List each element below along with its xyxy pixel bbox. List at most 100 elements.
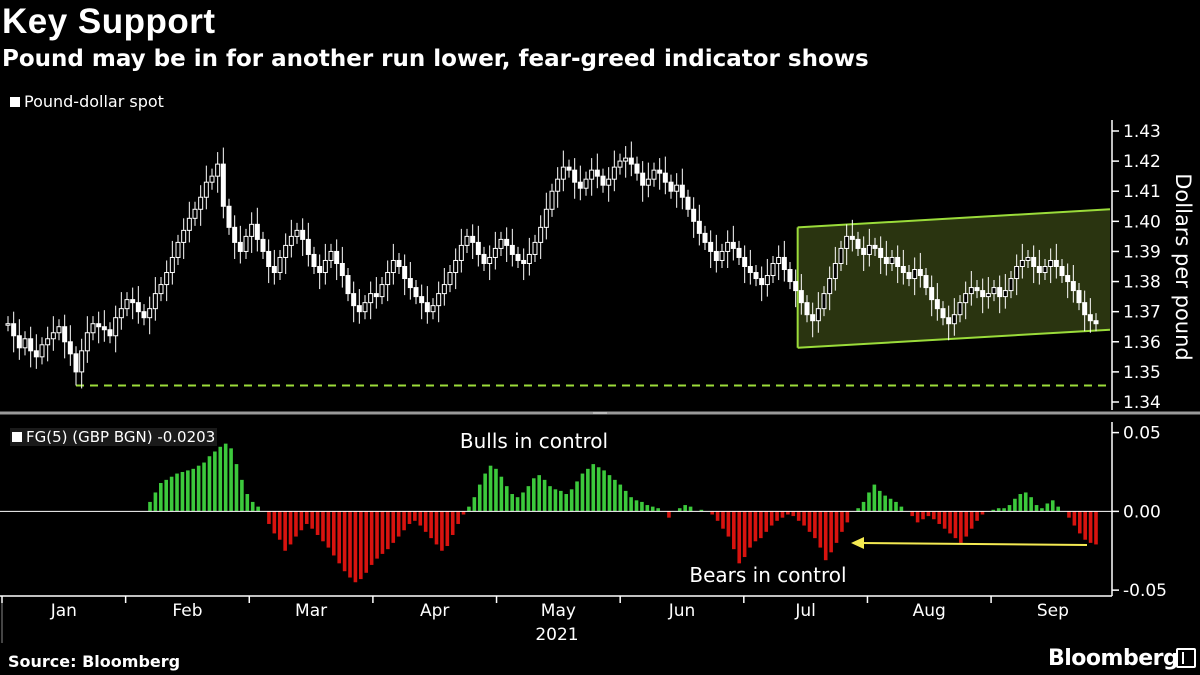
candle-body	[708, 241, 714, 252]
candle-body	[968, 287, 974, 295]
candle-body	[373, 293, 379, 298]
candle-body	[1065, 275, 1071, 283]
fg-bar	[294, 511, 298, 537]
fg-legend: FG(5) (GBP BGN) -0.0203	[10, 428, 218, 446]
candle-body	[651, 169, 657, 180]
candle-body	[566, 166, 572, 171]
candle-body	[368, 293, 374, 304]
fg-bar	[910, 511, 915, 517]
candle-body	[781, 256, 787, 271]
candle-body	[73, 353, 79, 373]
candle-body	[135, 302, 141, 313]
fg-bar	[234, 464, 239, 512]
channel-fill	[797, 209, 1110, 348]
candle-body	[1014, 266, 1020, 280]
candle-body	[1019, 259, 1025, 268]
fg-bar	[386, 511, 390, 550]
candle-body	[124, 299, 130, 310]
candle-body	[736, 247, 742, 258]
candle-body	[572, 169, 578, 183]
price-y-axis-label: Dollars per pound	[1171, 173, 1195, 361]
candle-body	[1048, 259, 1054, 268]
fg-bar	[364, 511, 369, 573]
fg-bar	[191, 468, 196, 512]
fg-bar	[586, 468, 590, 512]
fg-bar	[1050, 500, 1055, 512]
fg-bar	[504, 486, 509, 512]
candle-body	[464, 235, 470, 246]
candle-body	[430, 305, 436, 313]
candle-body	[560, 166, 566, 180]
channel-upper-line	[797, 208, 1111, 229]
x-tick-label: Aug	[913, 601, 946, 621]
candle-body	[277, 256, 283, 274]
fg-bar	[775, 511, 779, 521]
fg-bar	[175, 473, 179, 512]
candle-body	[810, 314, 816, 322]
candle-body	[317, 266, 323, 274]
candle-body	[311, 253, 317, 267]
candle-body	[492, 247, 498, 258]
fg-bar	[769, 511, 774, 526]
candle-body	[441, 284, 447, 295]
channel-lower-line	[797, 328, 1111, 349]
price-y-tick-label: 1.40	[1123, 212, 1161, 232]
candle-body	[186, 217, 192, 231]
candle-body	[702, 232, 708, 243]
fear-greed-panel: Bulls in control Bears in control	[0, 429, 1112, 587]
candle-body	[243, 235, 249, 252]
candle-body	[436, 293, 442, 307]
fg-bar	[510, 494, 514, 512]
candle-body	[16, 335, 22, 349]
fg-bar	[888, 498, 893, 512]
candle-body	[328, 250, 334, 261]
fg-bar	[899, 506, 904, 512]
candle-body	[413, 287, 419, 298]
fg-bar	[202, 462, 206, 512]
fg-bar	[256, 506, 260, 512]
fg-bar	[375, 511, 379, 559]
fg-bar	[650, 506, 655, 512]
fg-bar	[883, 495, 887, 512]
candle-body	[1042, 266, 1048, 274]
fg-bar	[688, 506, 693, 512]
candle-body	[50, 332, 56, 340]
candle-body	[56, 326, 62, 334]
fg-bar	[331, 511, 336, 556]
candle-body	[39, 344, 45, 358]
fg-bar	[602, 470, 606, 512]
price-y-tick-label: 1.43	[1123, 122, 1161, 142]
fg-bar	[764, 511, 769, 532]
fg-bar	[623, 490, 628, 512]
candle-body	[45, 338, 51, 346]
fg-bar	[180, 471, 185, 512]
candle-body	[980, 290, 986, 298]
fg-bar	[488, 465, 493, 512]
fg-bar	[629, 497, 633, 512]
fg-bar	[407, 511, 412, 524]
fg-bar	[677, 508, 682, 512]
fg-bar	[326, 511, 331, 548]
candle-body	[600, 175, 606, 186]
candle-body	[379, 284, 385, 298]
candle-body	[351, 293, 357, 307]
fg-y-tick-label: 0.00	[1123, 502, 1161, 522]
fg-bar	[564, 494, 569, 512]
candle-body	[447, 272, 453, 286]
fg-bar	[521, 492, 525, 512]
candle-body	[1036, 266, 1042, 274]
fg-bar	[1013, 498, 1017, 512]
candle-body	[130, 299, 136, 304]
fg-legend-label: FG(5) (GBP BGN) -0.0203	[26, 428, 216, 446]
candle-body	[759, 278, 765, 286]
candle-body	[963, 293, 969, 304]
fg-bar	[413, 511, 417, 521]
fg-bar	[580, 473, 585, 512]
candle-body	[906, 272, 912, 280]
candle-body	[747, 266, 753, 274]
fg-bar	[807, 511, 812, 532]
fg-bar	[969, 511, 974, 529]
candle-body	[28, 338, 34, 352]
fg-bar	[613, 479, 617, 512]
fg-bar	[515, 497, 520, 512]
